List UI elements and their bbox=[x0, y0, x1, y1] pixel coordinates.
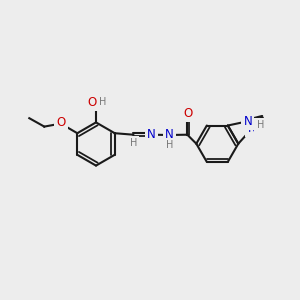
Text: O: O bbox=[88, 95, 97, 109]
Text: N: N bbox=[165, 128, 174, 141]
Text: H: H bbox=[99, 97, 106, 107]
Text: N: N bbox=[243, 115, 252, 128]
Text: O: O bbox=[56, 116, 65, 130]
Text: H: H bbox=[256, 120, 264, 130]
Text: H: H bbox=[166, 140, 173, 150]
Text: N: N bbox=[248, 122, 256, 135]
Text: O: O bbox=[183, 107, 192, 120]
Text: N: N bbox=[147, 128, 156, 141]
Text: H: H bbox=[130, 138, 137, 148]
